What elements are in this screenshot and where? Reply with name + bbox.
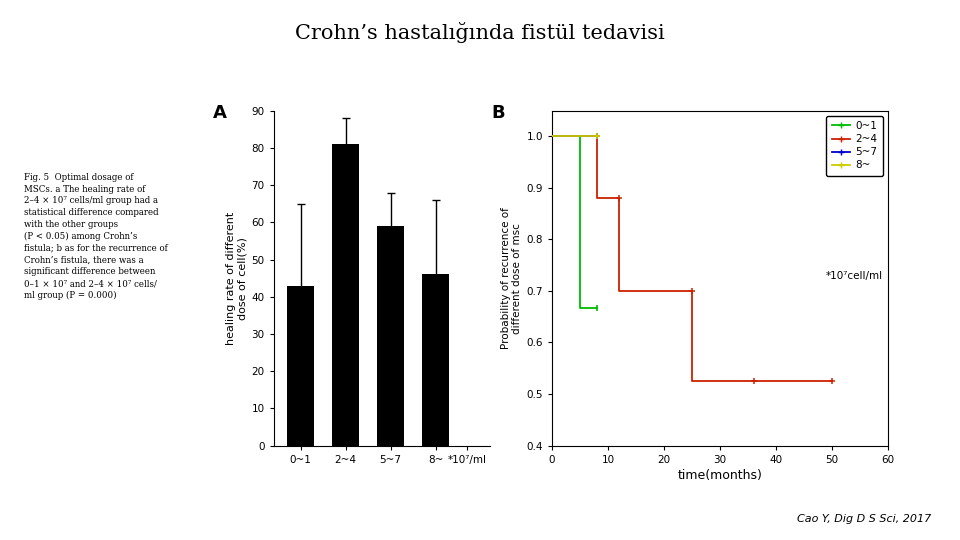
X-axis label: time(months): time(months)	[678, 469, 762, 482]
Y-axis label: Probability of recurrence of
different dose of msc: Probability of recurrence of different d…	[501, 207, 522, 349]
Bar	[422, 274, 449, 446]
Bar	[377, 226, 404, 446]
Text: B: B	[492, 104, 505, 122]
Text: Crohn’s hastalığında fistül tedavisi: Crohn’s hastalığında fistül tedavisi	[295, 22, 665, 43]
Bar	[332, 144, 359, 446]
Bar	[287, 286, 314, 446]
Legend: 0~1, 2~4, 5~7, 8~: 0~1, 2~4, 5~7, 8~	[827, 116, 883, 176]
Text: Cao Y, Dig D S Sci, 2017: Cao Y, Dig D S Sci, 2017	[797, 514, 931, 524]
Y-axis label: healing rate of different
dose of cell(%): healing rate of different dose of cell(%…	[226, 212, 248, 345]
Text: *10⁷cell/ml: *10⁷cell/ml	[826, 272, 883, 281]
Text: Fig. 5  Optimal dosage of
MSCs. a The healing rate of
2–4 × 10⁷ cells/ml group h: Fig. 5 Optimal dosage of MSCs. a The hea…	[24, 173, 168, 300]
Text: A: A	[213, 104, 227, 122]
